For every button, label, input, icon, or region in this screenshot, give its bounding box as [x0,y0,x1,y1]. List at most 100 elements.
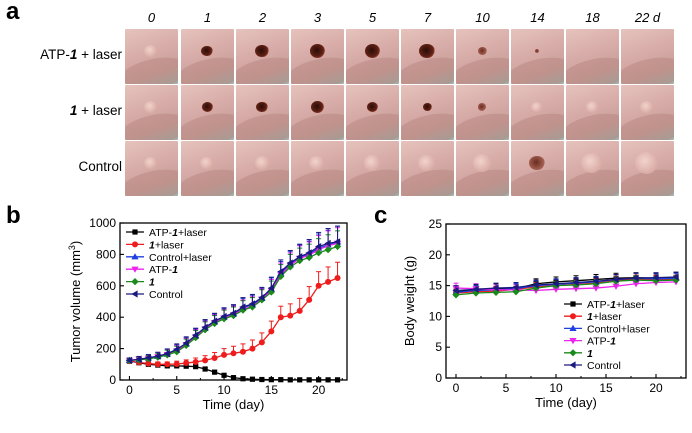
data-point [570,301,576,307]
data-point [183,363,189,369]
legend-label: 1 [587,348,593,360]
data-point [202,357,209,364]
x-axis-label: Time (day) [203,397,265,412]
data-point [278,377,284,383]
data-point [333,238,341,246]
data-point [192,358,199,365]
data-point [452,286,459,295]
row-label: 1 + laser [69,103,122,118]
tumor-mark [635,152,659,174]
data-point [552,286,560,293]
data-point [297,377,303,383]
data-point [220,312,227,321]
data-point [324,239,331,248]
data-point [325,377,331,383]
data-point [305,253,313,262]
y-tick-label: 200 [96,342,116,356]
x-tick-label: 20 [312,383,326,397]
data-point [239,303,246,311]
data-point [612,283,620,290]
y-tick-label: 5 [435,340,442,354]
mouse-photo [346,141,399,196]
mouse-photo [566,85,619,140]
data-point [267,284,274,292]
mouse-photo [621,29,674,84]
data-point [277,268,284,276]
tumor-mark [144,156,158,170]
day-label: 0 [147,10,156,25]
x-tick-label: 0 [126,383,133,397]
tumor-mark [144,100,158,114]
data-point [492,284,499,292]
data-point [249,345,256,352]
mouse-photo [566,29,619,84]
panel-label-b: b [6,202,21,229]
data-point [248,300,256,308]
data-point [164,361,171,368]
data-point [652,273,659,282]
data-point [296,307,303,314]
mouse-photo [401,29,454,84]
data-point [569,338,577,345]
data-point [512,283,519,292]
legend-label: 1+laser [149,239,184,251]
lesion-mark [255,44,269,58]
mouse-photo [181,141,234,196]
data-point [132,241,138,248]
data-point [135,355,142,363]
tumor-mark [581,153,603,173]
data-point [132,229,138,235]
mouse-photo [456,85,509,140]
tumor-mark [144,44,158,58]
data-point [210,317,218,325]
data-point [229,309,237,317]
day-label: 14 [530,10,545,25]
body-weight-chart: 0 5 10 15 20 0 5 10 15 20 25 Time (day) Body weight … [402,217,687,410]
mouse-photo [621,85,674,140]
data-point [258,293,265,302]
tumor-mark [531,101,543,113]
legend-label: Control [587,360,621,372]
x-tick-label: 20 [649,381,663,395]
legend: ATP-1+laser1+laserControl+laserATP-11Con… [564,299,650,372]
legend-label: Control+laser [149,252,212,264]
x-tick-label: 0 [453,381,460,395]
lesion-mark [201,45,213,57]
data-point [131,290,138,298]
data-point [306,296,313,303]
day-label: 10 [475,10,490,25]
x-axis-label: Time (day) [535,395,597,410]
legend-label: Control+laser [587,323,650,335]
data-point [315,282,322,289]
data-point [145,360,152,367]
data-point [125,356,133,364]
mouse-photo [291,29,344,84]
data-point [201,326,209,334]
lesion-mark [364,44,380,58]
data-point [211,355,218,362]
lesion-mark [366,102,378,112]
lesion-mark [477,46,487,56]
data-point [221,351,228,358]
x-tick-label: 10 [217,383,231,397]
data-point [632,274,639,282]
lesion-mark [422,102,432,112]
data-point [183,360,190,367]
mouse-photo [291,85,344,140]
data-point [286,263,294,271]
x-tick-label: 10 [549,381,563,395]
lesion-mark [201,102,213,112]
data-point [569,349,577,357]
plot-frame [445,223,687,379]
data-point [452,291,460,299]
lesion-mark [256,101,268,113]
day-label: 22 d [634,10,661,25]
y-axis-label: Body weight (g) [402,256,417,346]
data-point [286,259,293,267]
tumor-mark [418,154,436,172]
lesion-mark [535,49,539,53]
data-point [333,242,342,251]
data-point [315,242,322,251]
legend-label: 1+laser [587,311,622,323]
